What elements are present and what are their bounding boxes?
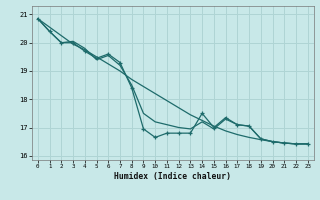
- X-axis label: Humidex (Indice chaleur): Humidex (Indice chaleur): [114, 172, 231, 181]
